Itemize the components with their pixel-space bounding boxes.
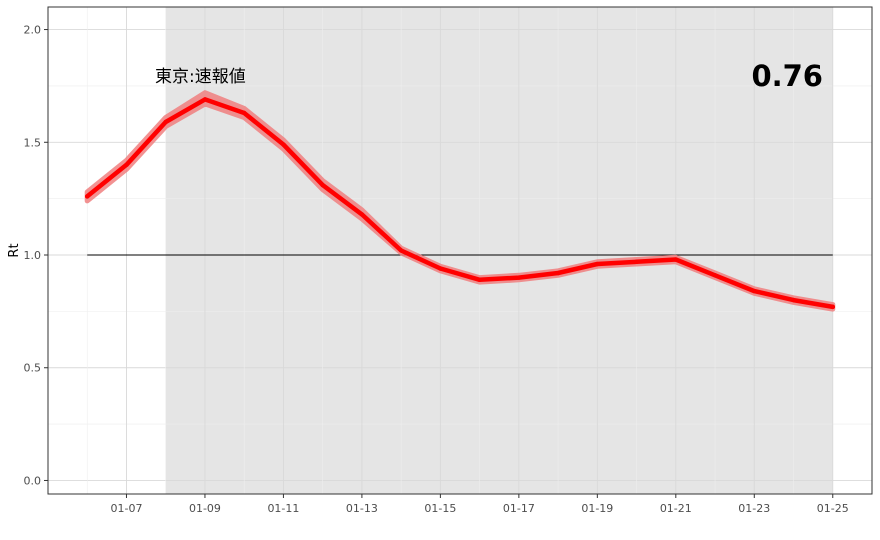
x-tick-label: 01-25: [817, 502, 849, 515]
rt-data-point: [516, 275, 522, 280]
series-layer: [84, 97, 836, 310]
shaded-region-layer: [165, 7, 833, 494]
rt-data-point: [281, 142, 286, 147]
x-tick-label: 01-23: [738, 502, 770, 515]
rt-data-point: [477, 277, 482, 283]
shaded-region: [165, 7, 833, 494]
rt-data-point: [359, 212, 365, 217]
x-tick-label: 01-15: [424, 502, 456, 515]
rt-data-point: [163, 119, 168, 125]
x-tick-label: 01-11: [267, 502, 299, 515]
rt-data-point: [712, 273, 718, 278]
rt-data-point: [634, 259, 639, 264]
y-tick-label: 1.5: [24, 136, 42, 149]
x-tick-label: 01-13: [346, 502, 378, 515]
axis-layer: 0.0 0.5 1.0 1.5 2.0 01-07 01-09 01-11 01-13 01-15…: [24, 24, 849, 515]
x-tick-label: 01-09: [189, 502, 221, 515]
rt-data-point: [85, 194, 90, 199]
rt-data-point: [398, 248, 404, 253]
rt-data-point: [438, 266, 443, 271]
rt-data-point: [752, 288, 757, 294]
rt-data-point: [320, 182, 325, 188]
y-tick-label: 1.0: [24, 249, 42, 262]
region-label: 東京:速報値: [155, 67, 246, 87]
rt-data-point: [241, 110, 247, 116]
x-tick-label: 01-19: [581, 502, 613, 515]
rt-data-point: [673, 257, 679, 262]
rt-data-point: [830, 304, 835, 310]
rt-data-point: [124, 162, 129, 168]
x-tick-label: 01-21: [660, 502, 692, 515]
panel-border: [47, 6, 873, 495]
latest-value-label: 0.76: [751, 59, 823, 93]
rt-series-line: [84, 97, 836, 310]
x-tick-label: 01-17: [503, 502, 535, 515]
y-tick-label: 0.5: [24, 362, 42, 375]
y-tick-label: 0.0: [24, 474, 42, 487]
y-axis-title: Rt: [7, 243, 22, 257]
rt-data-point: [595, 261, 600, 267]
rt-data-point: [202, 97, 208, 102]
rt-data-point: [555, 270, 561, 276]
y-tick-label: 2.0: [24, 24, 42, 37]
rt-data-point: [791, 297, 796, 303]
grid-layer: [48, 7, 872, 494]
x-tick-label: 01-07: [110, 502, 142, 515]
